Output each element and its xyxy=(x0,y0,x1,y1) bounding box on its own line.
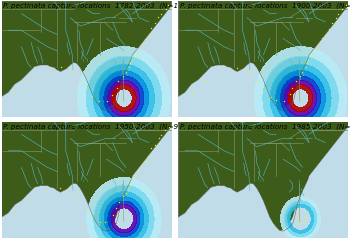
Polygon shape xyxy=(178,183,297,238)
Polygon shape xyxy=(2,122,172,231)
Text: P. pectinata capture locations  1950-2003  (N=91): P. pectinata capture locations 1950-2003… xyxy=(4,123,186,130)
Polygon shape xyxy=(178,122,348,231)
Polygon shape xyxy=(178,1,348,111)
Polygon shape xyxy=(2,1,172,111)
Polygon shape xyxy=(2,63,121,117)
Text: P. pectinata capture locations  1782-2003  (N=150): P. pectinata capture locations 1782-2003… xyxy=(4,2,191,9)
Text: P. pectinata capture locations  1900-2003  (N=125): P. pectinata capture locations 1900-2003… xyxy=(180,2,350,9)
Text: P. pectinata capture locations  1985-2003  (N=52): P. pectinata capture locations 1985-2003… xyxy=(180,123,350,130)
Polygon shape xyxy=(2,183,121,238)
Polygon shape xyxy=(178,63,297,117)
